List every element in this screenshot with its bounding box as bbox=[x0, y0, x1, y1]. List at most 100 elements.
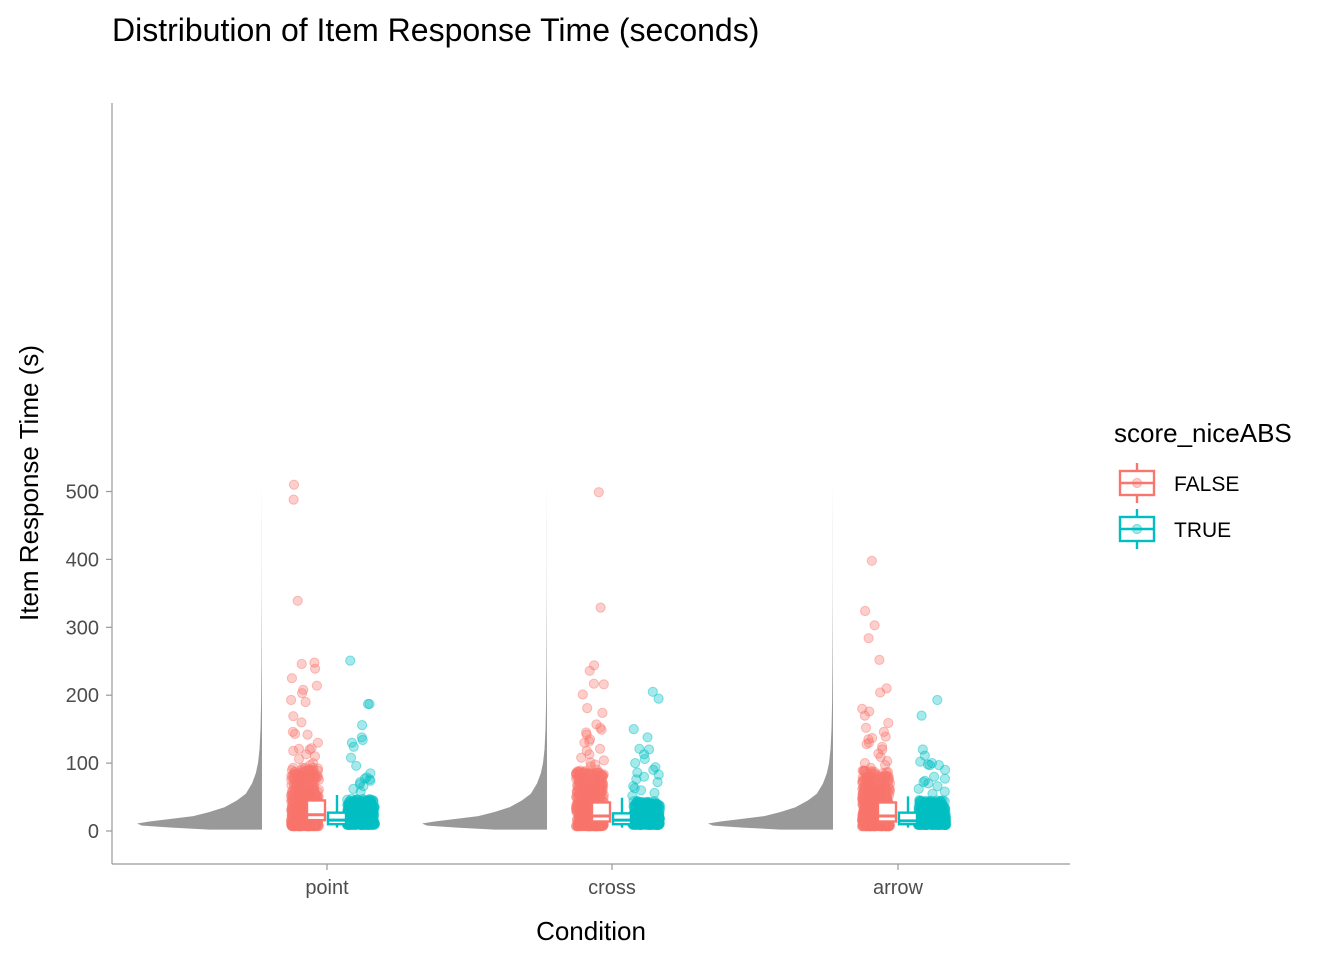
data-point bbox=[585, 819, 596, 831]
data-point bbox=[575, 802, 586, 814]
data-point bbox=[293, 815, 304, 827]
data-point bbox=[286, 806, 297, 817]
data-point bbox=[573, 773, 584, 784]
data-point bbox=[649, 806, 660, 817]
data-point bbox=[357, 819, 368, 830]
data-point bbox=[293, 801, 304, 812]
data-point bbox=[348, 818, 359, 829]
data-point bbox=[297, 779, 308, 791]
data-point bbox=[648, 818, 659, 829]
data-point bbox=[584, 780, 596, 792]
data-point bbox=[357, 794, 368, 805]
data-point bbox=[574, 789, 585, 800]
data-point bbox=[290, 780, 302, 791]
data-point bbox=[359, 819, 370, 830]
data-point bbox=[293, 816, 304, 828]
legend-label: TRUE bbox=[1174, 519, 1231, 542]
data-point bbox=[292, 788, 303, 799]
data-point bbox=[571, 768, 582, 779]
data-point bbox=[300, 820, 311, 831]
data-point bbox=[645, 819, 656, 831]
data-point bbox=[645, 800, 656, 811]
data-point bbox=[365, 806, 376, 817]
data-point bbox=[294, 815, 305, 826]
data-point bbox=[288, 769, 299, 780]
data-point bbox=[637, 799, 648, 810]
data-point bbox=[349, 807, 360, 818]
data-point bbox=[578, 801, 589, 812]
data-point bbox=[573, 792, 584, 803]
data-point bbox=[295, 818, 306, 829]
data-point bbox=[589, 785, 600, 796]
data-point bbox=[573, 774, 584, 786]
data-point bbox=[865, 781, 876, 792]
data-point bbox=[654, 807, 665, 819]
data-point bbox=[303, 821, 314, 832]
data-point bbox=[343, 799, 354, 810]
data-point bbox=[571, 786, 582, 797]
data-point bbox=[348, 814, 359, 825]
data-point bbox=[357, 819, 368, 830]
box bbox=[590, 801, 612, 823]
data-point bbox=[577, 814, 588, 825]
data-point bbox=[299, 779, 310, 790]
data-point bbox=[354, 802, 365, 813]
data-point bbox=[651, 809, 662, 820]
data-point bbox=[348, 806, 359, 817]
data-point bbox=[573, 766, 584, 777]
data-point bbox=[650, 817, 661, 828]
data-point bbox=[287, 791, 298, 802]
data-point bbox=[860, 794, 871, 805]
data-point bbox=[351, 808, 362, 819]
data-point bbox=[628, 800, 639, 811]
outlier-point bbox=[916, 710, 927, 721]
data-point bbox=[648, 819, 659, 830]
data-point bbox=[636, 819, 647, 830]
outlier-point bbox=[288, 762, 299, 774]
data-point bbox=[351, 806, 362, 817]
data-point bbox=[933, 819, 944, 830]
data-point bbox=[289, 795, 300, 806]
data-point bbox=[580, 819, 592, 831]
data-point bbox=[638, 807, 649, 818]
outlier-point bbox=[357, 720, 368, 731]
data-point bbox=[574, 796, 585, 808]
outlier-point bbox=[357, 734, 368, 746]
data-point bbox=[364, 798, 375, 809]
data-point bbox=[651, 818, 663, 829]
data-point bbox=[650, 819, 661, 830]
data-point bbox=[294, 782, 305, 793]
data-point bbox=[365, 812, 376, 823]
data-point bbox=[866, 814, 877, 825]
data-point bbox=[297, 784, 308, 795]
data-point bbox=[292, 795, 303, 807]
data-point bbox=[571, 803, 582, 814]
data-point bbox=[296, 791, 307, 802]
data-point bbox=[288, 803, 299, 814]
data-point bbox=[577, 816, 588, 827]
data-point bbox=[651, 819, 662, 830]
data-point bbox=[573, 805, 584, 816]
data-point bbox=[858, 795, 869, 807]
data-point bbox=[580, 809, 592, 820]
data-point bbox=[357, 796, 368, 808]
outlier-point bbox=[348, 783, 359, 795]
data-point bbox=[578, 766, 589, 778]
data-point bbox=[632, 815, 643, 826]
data-point bbox=[368, 806, 379, 818]
data-point bbox=[304, 765, 315, 776]
data-point bbox=[636, 802, 647, 814]
data-point bbox=[640, 817, 651, 828]
legend-key-point bbox=[1131, 477, 1143, 489]
data-point bbox=[362, 817, 373, 829]
outlier-point bbox=[286, 673, 297, 684]
data-point bbox=[653, 819, 664, 830]
data-point bbox=[575, 767, 586, 779]
data-point bbox=[365, 798, 376, 809]
data-point bbox=[297, 767, 308, 779]
outlier-point bbox=[355, 777, 366, 788]
data-point bbox=[575, 777, 586, 788]
data-point bbox=[292, 821, 303, 832]
data-point bbox=[651, 816, 663, 828]
data-point bbox=[295, 784, 307, 795]
